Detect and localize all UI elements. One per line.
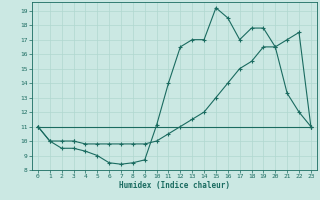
X-axis label: Humidex (Indice chaleur): Humidex (Indice chaleur) bbox=[119, 181, 230, 190]
